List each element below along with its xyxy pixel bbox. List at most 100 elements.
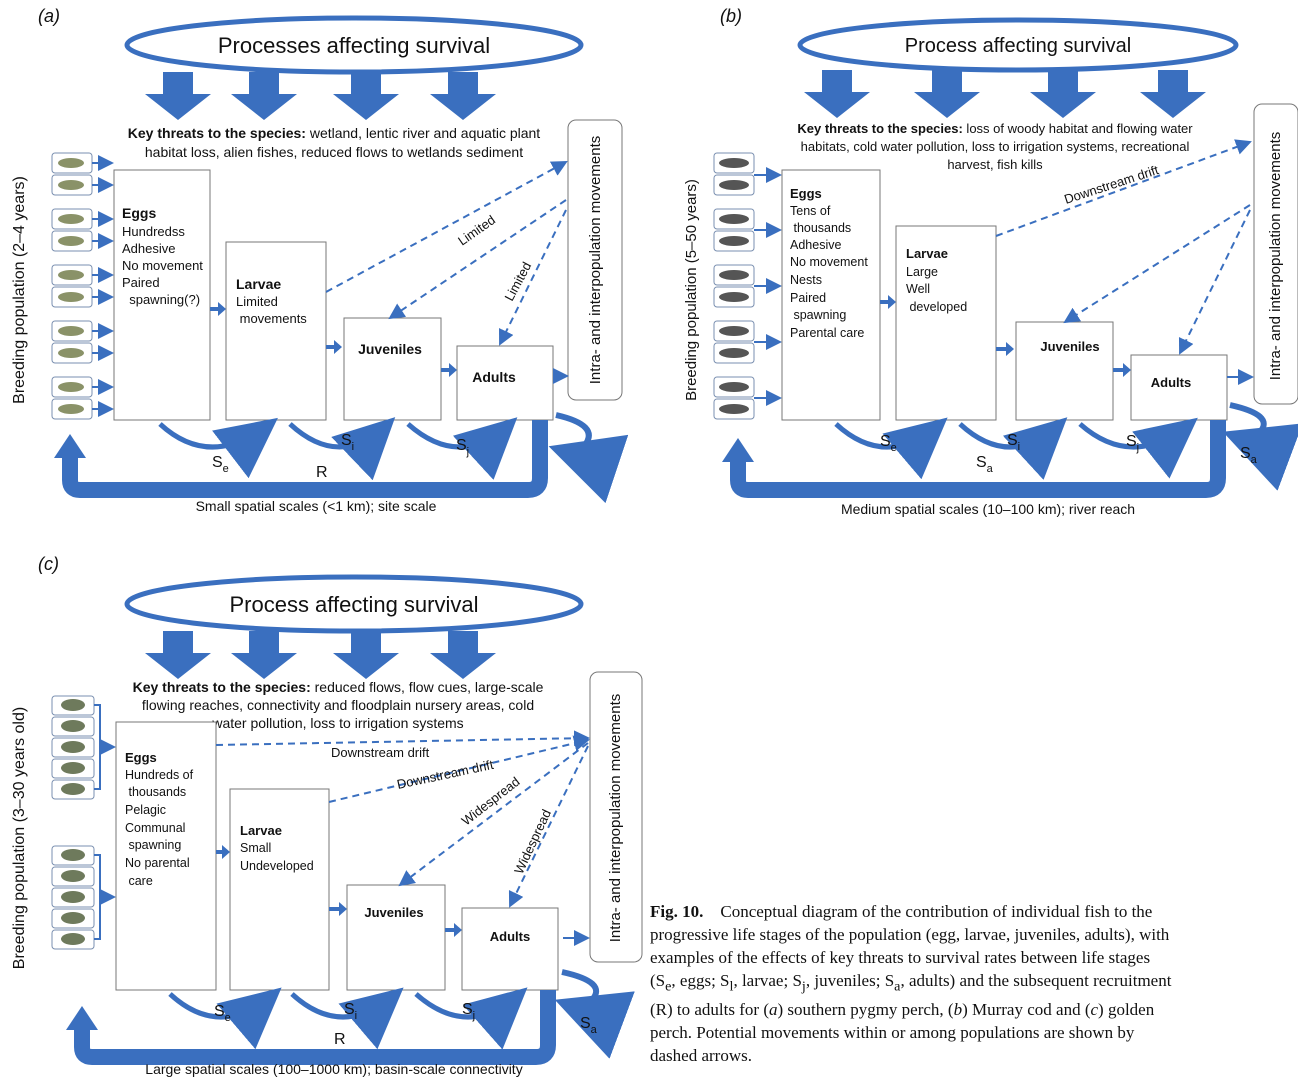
dashed-label-limited: Limited	[455, 212, 498, 248]
survival-arrows	[834, 417, 1198, 480]
eggs-text: Hundredss Adhesive No movement Paired sp…	[122, 224, 207, 307]
threats-text: Key threats to the species: wetland, len…	[128, 125, 541, 141]
adult-self-arrow	[548, 412, 629, 504]
scale-label: Medium spatial scales (10–100 km); river…	[841, 501, 1135, 517]
recruitment-arrowhead	[66, 1006, 98, 1030]
dashed-label-widespread-2: Widespread	[511, 807, 554, 876]
caption-line-2: progressive life stages of the populatio…	[650, 925, 1170, 944]
survival-se: Se	[212, 454, 229, 475]
juveniles-box	[1015, 321, 1114, 421]
fish-to-eggs-arrows	[92, 155, 114, 417]
process-arrows	[145, 631, 496, 679]
eggs-text: Tens of thousands Adhesive No movement N…	[790, 204, 871, 340]
recruitment-arrow	[74, 990, 556, 1065]
larvae-box	[225, 241, 327, 421]
larvae-text: Small Undeveloped	[240, 841, 314, 873]
process-label: Process affecting survival	[229, 592, 478, 617]
fish-shapes	[719, 158, 749, 414]
adults-box	[1130, 354, 1228, 421]
juveniles-box	[343, 317, 442, 421]
caption-line-6: perch. Potential movements within or amo…	[650, 1023, 1135, 1043]
juveniles-label: Juveniles	[1040, 339, 1099, 354]
process-arrows	[145, 72, 496, 120]
threats-text-3: harvest, fish kills	[947, 157, 1043, 172]
process-arrows	[804, 70, 1206, 118]
survival-se: Se	[214, 1003, 231, 1024]
dashed-label-widespread-1: Widespread	[459, 774, 523, 829]
dashed-label-drift: Downstream drift	[1062, 162, 1160, 207]
stage-arrows	[216, 845, 462, 937]
threats-text: Key threats to the species: loss of wood…	[797, 121, 1193, 136]
panel-b: (b) Process affecting survival Key threa…	[683, 6, 1298, 517]
caption-line-1: Conceptual diagram of the contribution o…	[720, 902, 1153, 921]
panel-label: (b)	[720, 6, 742, 26]
movements-label: Intra- and interpopulation movements	[1267, 132, 1284, 380]
larvae-title: Larvae	[906, 246, 948, 261]
fish-icons	[51, 695, 95, 950]
eggs-title: Eggs	[122, 205, 156, 221]
survival-sj: Sj	[1126, 433, 1139, 454]
movements-label: Intra- and interpopulation movements	[607, 694, 624, 942]
adults-label: Adults	[472, 369, 516, 385]
adults-box	[456, 345, 554, 421]
panel-a: (a) Processes affecting survival Key thr…	[11, 6, 629, 514]
adults-box	[461, 907, 559, 991]
survival-se: Se	[880, 433, 897, 454]
movements-box	[1253, 103, 1298, 405]
juveniles-label: Juveniles	[358, 341, 422, 357]
threats-text: Key threats to the species: reduced flow…	[133, 679, 544, 695]
fish-to-eggs-arrows	[754, 167, 782, 406]
fish-shapes	[58, 158, 84, 414]
caption-line-5: (R) to adults for (a) southern pygmy per…	[650, 1000, 1155, 1020]
dashed-movement-arrows	[215, 730, 590, 908]
larvae-box	[229, 788, 330, 991]
fish-bracket-bottom	[94, 854, 114, 940]
eggs-text: Hundreds of thousands Pelagic Communal s…	[125, 768, 197, 888]
threats-text-2: habitats, cold water pollution, loss to …	[801, 139, 1190, 154]
larvae-title: Larvae	[236, 276, 281, 292]
adults-label: Adults	[1151, 375, 1191, 390]
survival-arrows	[168, 987, 528, 1050]
survival-sa: Sa	[580, 1015, 598, 1036]
survival-sj: Sj	[456, 437, 469, 458]
movements-box	[567, 119, 623, 401]
breeding-label: Breeding population (2–4 years)	[11, 176, 28, 404]
caption-line-3: examples of the effects of key threats t…	[650, 948, 1151, 967]
threats-text-2: habitat loss, alien fishes, reduced flow…	[145, 144, 523, 160]
recruitment-arrow	[730, 420, 1226, 498]
survival-sa-right: Sa	[1240, 445, 1258, 466]
survival-arrows	[158, 417, 518, 481]
recruitment-arrowhead	[54, 434, 86, 458]
eggs-title: Eggs	[790, 186, 822, 201]
process-label: Processes affecting survival	[218, 33, 490, 58]
process-label: Process affecting survival	[905, 35, 1131, 57]
dashed-label-drift-2: Downstream drift	[396, 757, 496, 792]
recruitment-arrow	[62, 420, 548, 498]
recruitment-arrowhead	[722, 438, 754, 462]
survival-sa: Sa	[976, 454, 994, 475]
recruit-label: R	[334, 1031, 346, 1048]
dashed-movement-arrows	[995, 139, 1252, 355]
eggs-box	[113, 169, 211, 421]
scale-label: Large spatial scales (100–1000 km); basi…	[145, 1061, 522, 1077]
survival-sj: Sj	[462, 1001, 475, 1022]
movements-box	[589, 671, 643, 963]
larvae-title: Larvae	[240, 823, 282, 838]
stage-arrows	[880, 295, 1131, 377]
breeding-label: Breeding population (5–50 years)	[683, 179, 700, 401]
caption-line-7: dashed arrows.	[650, 1046, 752, 1066]
movements-label: Intra- and interpopulation movements	[587, 136, 604, 384]
threats-text-2: flowing reaches, connectivity and floodp…	[142, 697, 534, 713]
survival-si: Si	[344, 1001, 357, 1022]
larvae-text: Limited movements	[236, 294, 307, 326]
fish-shapes	[61, 699, 85, 945]
caption-line-4: (Se, eggs; Sl, larvae; Sj, juveniles; Sa…	[650, 971, 1172, 995]
juveniles-box	[346, 884, 446, 991]
dashed-label-limited-2: Limited	[501, 259, 534, 303]
panel-label: (a)	[38, 6, 60, 26]
threats-text-3: water pollution, loss to irrigation syst…	[211, 715, 463, 731]
adult-self-arrow	[554, 969, 635, 1059]
fish-icons	[51, 152, 93, 420]
larvae-text: Large Well developed	[906, 265, 967, 314]
panel-label: (c)	[38, 554, 59, 574]
